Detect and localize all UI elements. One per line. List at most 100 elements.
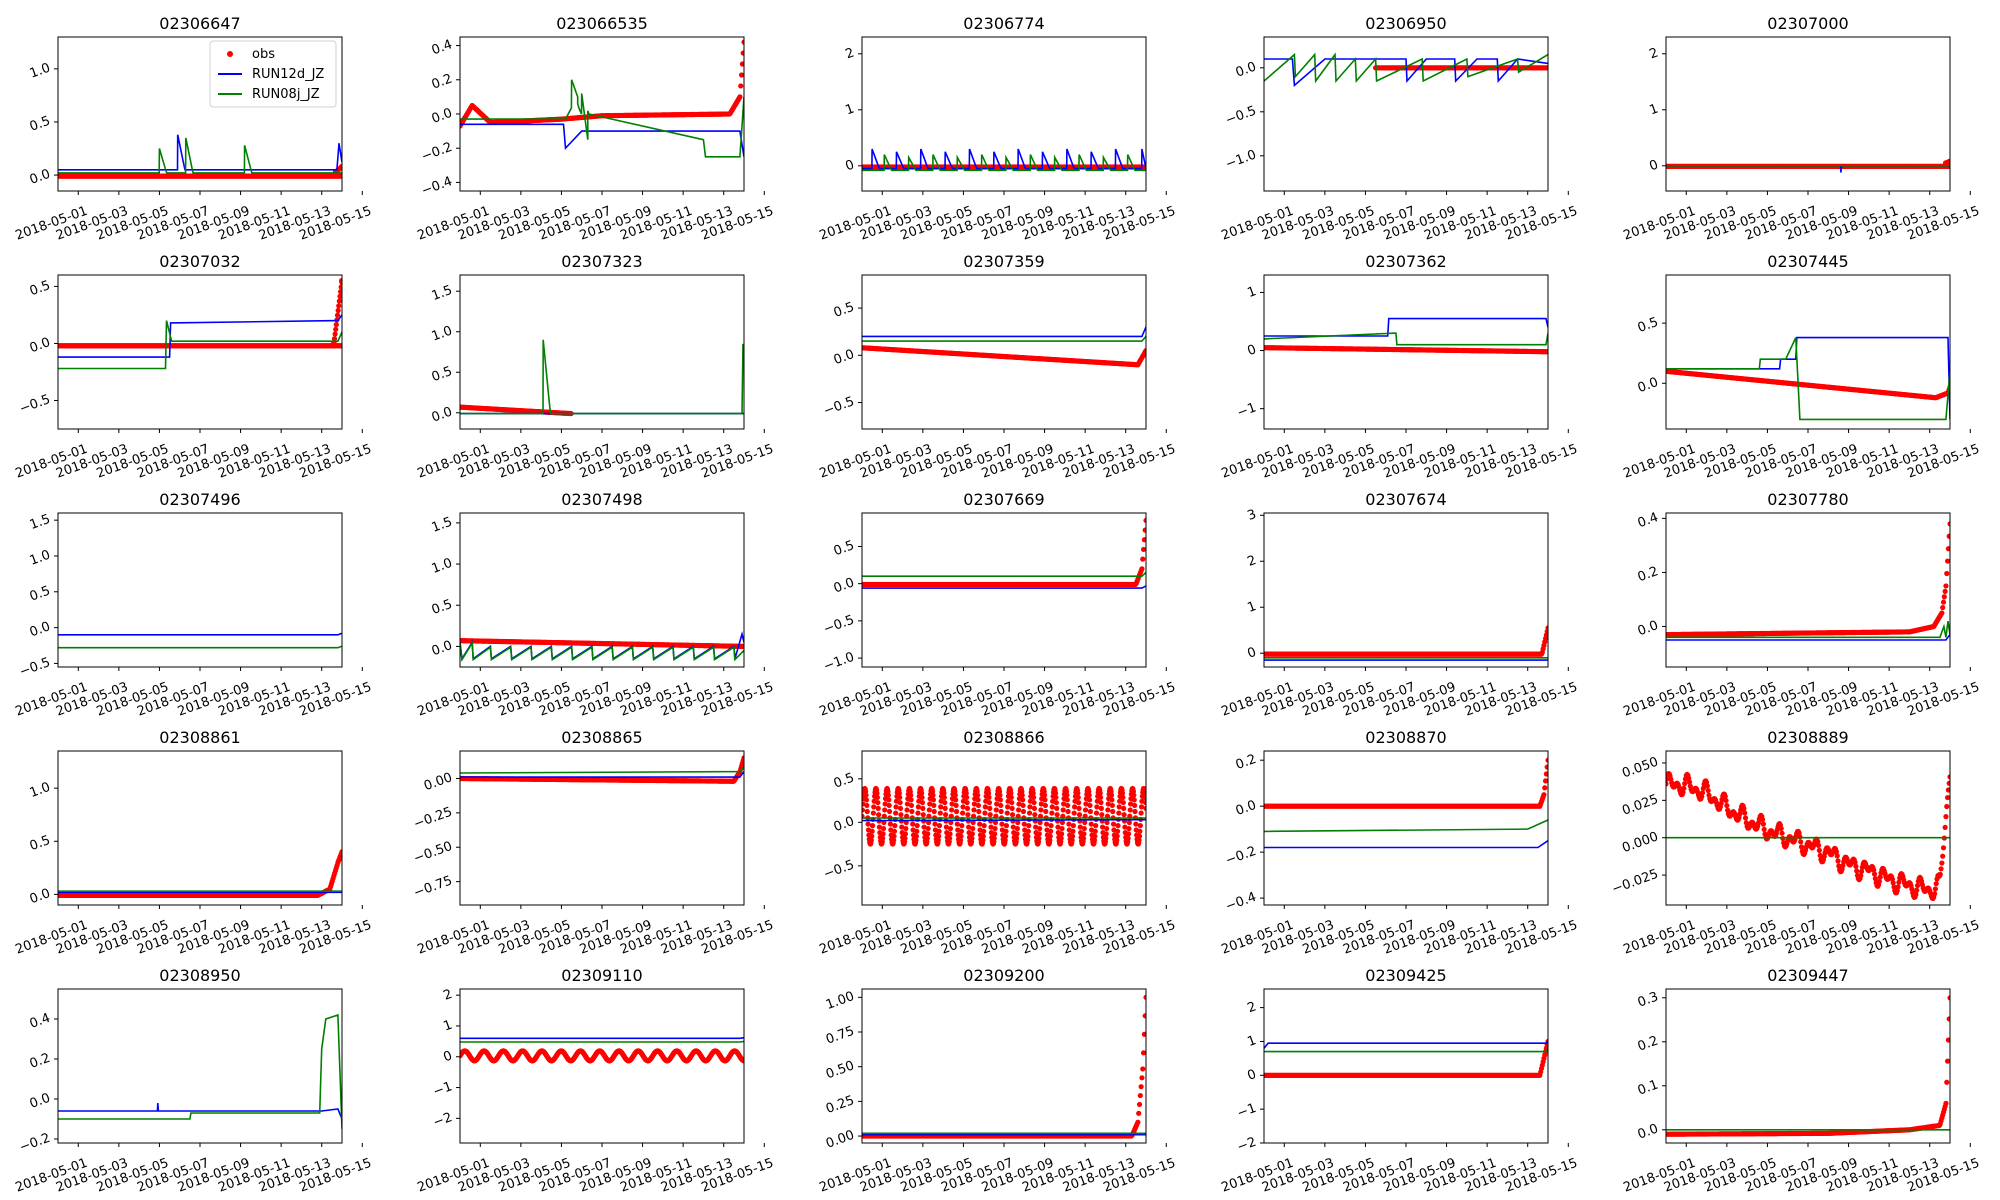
- y-tick-label: −0.2: [420, 140, 455, 165]
- obs-point: [1140, 556, 1146, 562]
- y-tick-label: 1.0: [430, 323, 455, 344]
- obs-point: [333, 326, 339, 332]
- series-RUN08j_JZ: [862, 571, 1146, 577]
- y-tick-label: −0.4: [420, 174, 455, 199]
- obs-point: [332, 331, 338, 337]
- obs-point: [738, 83, 744, 89]
- series-obs: [1264, 345, 1548, 355]
- series-RUN12d_JZ: [1264, 317, 1548, 337]
- plot-area: [1264, 625, 1548, 661]
- subplot-02307000: 023070000122018-05-012018-05-032018-05-0…: [1622, 14, 1982, 244]
- y-tick-label: 0.0: [28, 619, 53, 640]
- obs-point: [1141, 537, 1146, 543]
- subplot-02307669: 02307669−1.0−0.50.00.52018-05-012018-05-…: [818, 490, 1178, 720]
- obs-point: [1544, 65, 1548, 71]
- subplot-title: 02307362: [1365, 252, 1446, 271]
- plot-area: [460, 339, 744, 417]
- subplot-02307445: 023074450.00.52018-05-012018-05-032018-0…: [1622, 252, 1982, 482]
- axes-frame: [1665, 36, 1951, 192]
- series-obs: [58, 163, 342, 179]
- plot-area: [58, 632, 342, 649]
- series-RUN12d_JZ: [58, 134, 342, 171]
- plot-area: [862, 517, 1146, 589]
- obs-point: [331, 340, 337, 347]
- series-obs: [1666, 521, 1950, 638]
- y-tick-label: 1.0: [28, 61, 53, 82]
- y-tick-label: −1.0: [1224, 147, 1259, 172]
- y-tick-label: −0.5: [18, 655, 53, 680]
- series-RUN12d_JZ: [58, 632, 342, 636]
- series-obs: [1666, 158, 1950, 169]
- legend-label: RUN08j_JZ: [252, 87, 320, 102]
- plot-area: [1666, 158, 1950, 173]
- plot-area: [1264, 52, 1548, 88]
- obs-point: [339, 279, 342, 285]
- subplot-02307362: 02307362−1012018-05-012018-05-032018-05-…: [1220, 252, 1580, 482]
- series-RUN08j_JZ: [58, 320, 342, 370]
- y-tick-label: 1.0: [430, 556, 455, 577]
- series-obs: [1666, 368, 1950, 401]
- axes-frame: [459, 36, 745, 192]
- obs-point: [337, 293, 342, 299]
- y-tick-label: 0.0: [430, 404, 455, 425]
- subplot-title: 02307780: [1767, 490, 1848, 509]
- obs-point: [741, 643, 744, 650]
- y-tick-label: 1: [1245, 284, 1258, 301]
- series-obs: [460, 39, 744, 129]
- obs-point: [1142, 527, 1146, 533]
- y-tick-label: 1: [1647, 101, 1660, 118]
- obs-point: [737, 94, 743, 100]
- subplot-02306950: 02306950−1.0−0.50.02018-05-012018-05-032…: [1220, 14, 1580, 244]
- series-RUN08j_JZ: [460, 79, 744, 158]
- y-tick-label: −0.5: [18, 392, 53, 417]
- y-tick-label: 0.5: [430, 597, 455, 618]
- y-tick-label: 0.0: [1234, 59, 1259, 80]
- axes-frame: [57, 274, 343, 430]
- y-tick-label: 0.0: [28, 167, 53, 188]
- subplot-02307323: 023073230.00.51.01.52018-05-012018-05-03…: [416, 252, 776, 482]
- obs-point: [336, 298, 342, 304]
- obs-point: [339, 173, 342, 179]
- y-tick-label: 3: [1245, 507, 1258, 524]
- y-tick-label: 0: [1245, 645, 1258, 662]
- series-RUN12d_JZ: [1264, 58, 1548, 88]
- subplot-title: 023066535: [556, 14, 648, 33]
- subplot-title: 02307498: [561, 490, 642, 509]
- y-tick-label: −1.0: [822, 650, 857, 675]
- y-tick-label: 1.5: [430, 283, 455, 304]
- y-tick-label: −0.5: [822, 613, 857, 638]
- subplot-title: 02307445: [1767, 252, 1848, 271]
- y-tick-label: 1: [843, 101, 856, 118]
- plot-area: [862, 326, 1146, 368]
- y-tick-label: 0.4: [430, 37, 455, 58]
- subplot-title: 02307674: [1365, 490, 1446, 509]
- y-tick-label: 1.5: [28, 512, 53, 533]
- axes-frame: [861, 36, 1147, 192]
- y-tick-label: 0.4: [1636, 510, 1661, 531]
- obs-point: [331, 336, 338, 342]
- subplot-02307674: 0230767401232018-05-012018-05-032018-05-…: [1220, 490, 1580, 720]
- y-tick-label: 0.0: [832, 347, 857, 368]
- y-tick-label: 0.2: [1636, 564, 1661, 585]
- plot-area: [58, 278, 342, 370]
- obs-point: [1143, 517, 1146, 524]
- axes-frame: [57, 36, 343, 192]
- y-tick-label: 0.5: [28, 114, 53, 135]
- series-obs: [862, 345, 1146, 368]
- subplot-title: 02307323: [561, 252, 642, 271]
- subplot-02307496: 02307496−0.50.00.51.01.52018-05-012018-0…: [14, 490, 374, 720]
- obs-point: [335, 307, 341, 314]
- obs-point: [336, 303, 342, 309]
- subplot-023066535: 023066535−0.4−0.20.00.20.42018-05-012018…: [416, 14, 776, 244]
- obs-point: [339, 343, 342, 349]
- axes-frame: [1263, 512, 1549, 668]
- y-tick-label: −0.5: [822, 394, 857, 419]
- obs-point: [339, 163, 342, 170]
- series-obs: [58, 278, 342, 349]
- obs-point: [739, 61, 744, 67]
- series-RUN12d_JZ: [460, 123, 744, 157]
- obs-point: [1946, 158, 1950, 165]
- subplot-02306774: 023067740122018-05-012018-05-032018-05-0…: [818, 14, 1178, 244]
- y-tick-label: −0.5: [1224, 103, 1259, 128]
